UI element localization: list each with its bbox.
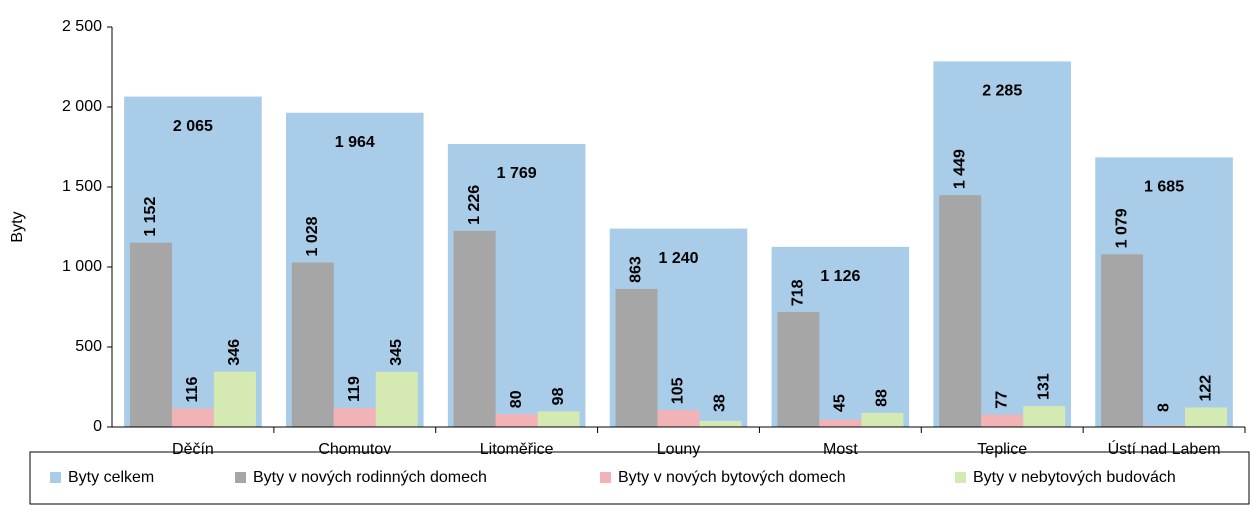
value-label: 1 079	[1113, 208, 1130, 248]
y-tick-label: 500	[75, 338, 102, 355]
bar	[495, 414, 538, 427]
bar	[1023, 406, 1066, 427]
bar	[129, 242, 172, 427]
value-label: 8	[1155, 403, 1172, 412]
x-tick-label: Litoměřice	[480, 441, 554, 458]
value-label: 345	[388, 339, 405, 366]
bar	[939, 195, 982, 427]
value-label: 119	[346, 376, 363, 402]
legend-swatch	[955, 472, 966, 483]
bar	[333, 407, 376, 427]
value-label: 1 685	[1144, 179, 1184, 196]
x-tick-label: Ústí nad Labem	[1108, 439, 1221, 458]
legend-swatch	[50, 472, 61, 483]
bar	[453, 230, 496, 427]
value-label: 45	[832, 394, 849, 412]
bar	[657, 410, 700, 427]
value-label: 1 126	[820, 268, 860, 285]
legend-box	[29, 451, 1250, 505]
bar	[981, 414, 1024, 427]
bar	[537, 411, 580, 427]
value-label: 1 028	[304, 216, 321, 256]
bar	[213, 371, 256, 427]
bar	[615, 288, 658, 427]
bar	[699, 420, 742, 427]
value-label: 131	[1035, 373, 1052, 400]
legend-label: Byty v nových rodinných domech	[253, 469, 487, 486]
bar	[1185, 407, 1228, 427]
value-label: 2 285	[982, 83, 1022, 100]
y-tick-label: 2 500	[62, 18, 102, 35]
value-label: 38	[712, 394, 729, 412]
bar	[291, 262, 334, 427]
y-tick-label: 2 000	[62, 98, 102, 115]
value-label: 88	[874, 389, 891, 407]
legend-label: Byty celkem	[68, 469, 154, 486]
value-label: 1 226	[466, 185, 483, 225]
value-label: 718	[790, 279, 807, 306]
x-tick-label: Teplice	[977, 441, 1027, 458]
value-label: 1 449	[951, 149, 968, 189]
bar	[375, 371, 418, 427]
bar	[1101, 254, 1144, 427]
y-tick-label: 1 000	[62, 258, 102, 275]
value-label: 863	[628, 256, 645, 283]
value-label: 1 240	[658, 250, 698, 267]
value-label: 1 769	[497, 165, 537, 182]
bar	[861, 412, 904, 427]
value-label: 1 152	[142, 197, 159, 237]
x-tick-label: Louny	[657, 441, 701, 458]
bar	[1143, 425, 1186, 427]
value-label: 346	[226, 339, 243, 366]
legend-label: Byty v nebytových budovách	[973, 469, 1176, 486]
bar	[819, 419, 862, 427]
value-label: 122	[1197, 375, 1214, 402]
value-label: 2 065	[173, 118, 213, 135]
bar	[777, 312, 820, 427]
legend-label: Byty v nových bytových domech	[618, 469, 846, 486]
x-tick-label: Most	[823, 441, 858, 458]
y-tick-label: 0	[93, 418, 102, 435]
x-tick-label: Děčín	[172, 441, 214, 458]
value-label: 77	[993, 391, 1010, 409]
value-label: 116	[184, 377, 201, 403]
legend-swatch	[600, 472, 611, 483]
y-tick-label: 1 500	[62, 178, 102, 195]
value-label: 105	[670, 377, 687, 404]
bar	[171, 408, 214, 427]
legend-swatch	[235, 472, 246, 483]
value-label: 80	[508, 390, 525, 408]
value-label: 1 964	[335, 134, 375, 151]
x-tick-label: Chomutov	[318, 441, 391, 458]
value-label: 98	[550, 387, 567, 405]
y-axis-label: Byty	[9, 211, 26, 242]
